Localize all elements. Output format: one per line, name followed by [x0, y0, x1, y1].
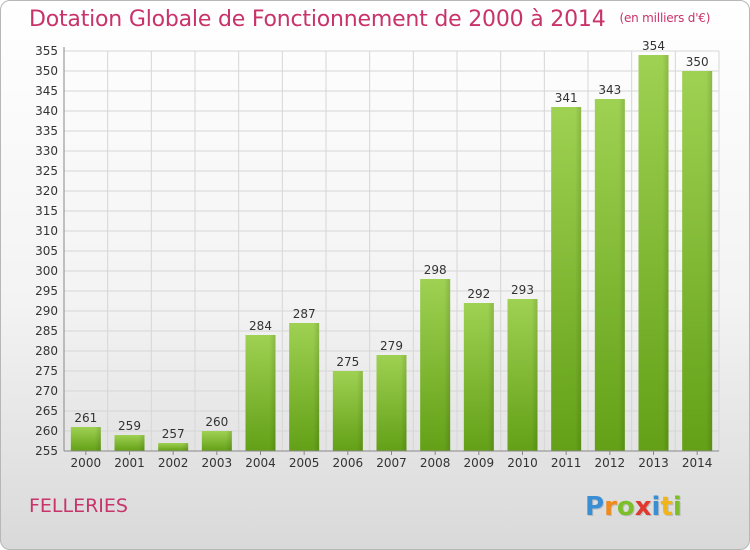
y-tick-label: 285 [35, 324, 58, 338]
x-tick-label: 2011 [551, 456, 582, 470]
chart-title: Dotation Globale de Fonctionnement de 20… [29, 7, 710, 32]
y-tick-label: 315 [35, 204, 58, 218]
y-tick-label: 320 [35, 184, 58, 198]
commune-name: FELLERIES [29, 495, 128, 517]
y-tick-label: 340 [35, 104, 58, 118]
bar-shade [575, 107, 582, 451]
bar-value-label: 261 [74, 411, 97, 425]
x-tick-label: 2013 [638, 456, 669, 470]
logo-letter: P [585, 492, 605, 522]
logo-letter: r [604, 492, 617, 522]
bar-value-label: 257 [162, 427, 185, 441]
bar [114, 435, 145, 451]
bar-shade [269, 335, 276, 451]
bar-shade [313, 323, 320, 451]
x-tick-label: 2005 [289, 456, 320, 470]
y-tick-label: 325 [35, 164, 58, 178]
y-tick-label: 355 [35, 44, 58, 58]
bar [158, 443, 189, 451]
bar-shade [531, 299, 538, 451]
y-tick-label: 255 [35, 444, 58, 458]
x-tick-label: 2000 [71, 456, 102, 470]
bar-shade [138, 435, 145, 451]
bar-value-label: 292 [467, 287, 490, 301]
bar-value-label: 260 [205, 415, 228, 429]
bar-value-label: 279 [380, 339, 403, 353]
bar-shade [356, 371, 363, 451]
y-tick-label: 300 [35, 264, 58, 278]
y-tick-label: 330 [35, 144, 58, 158]
logo-letter: o [616, 492, 635, 522]
bar-value-label: 341 [555, 91, 578, 105]
logo-letter: x [634, 492, 652, 522]
bar-value-label: 259 [118, 419, 141, 433]
y-tick-label: 310 [35, 224, 58, 238]
bar-value-label: 275 [336, 355, 359, 369]
bar-value-label: 343 [598, 83, 621, 97]
bar-shade [400, 355, 407, 451]
y-tick-label: 290 [35, 304, 58, 318]
bar-shade [94, 427, 101, 451]
bar-value-label: 284 [249, 319, 272, 333]
x-tick-label: 2010 [507, 456, 538, 470]
x-tick-label: 2007 [376, 456, 407, 470]
x-tick-label: 2009 [464, 456, 495, 470]
bar-shade [662, 55, 669, 451]
bar-value-label: 293 [511, 283, 534, 297]
bar-shade [182, 443, 189, 451]
bar-value-label: 287 [293, 307, 316, 321]
bar-shade [444, 279, 451, 451]
x-tick-label: 2001 [114, 456, 145, 470]
y-tick-label: 270 [35, 384, 58, 398]
y-tick-label: 350 [35, 64, 58, 78]
y-tick-label: 265 [35, 404, 58, 418]
x-tick-label: 2008 [420, 456, 451, 470]
y-tick-label: 260 [35, 424, 58, 438]
bar-value-label: 298 [424, 263, 447, 277]
bar-shade [706, 71, 713, 451]
y-tick-label: 295 [35, 284, 58, 298]
logo-letter: i [651, 492, 661, 522]
bar [201, 431, 232, 451]
proxiti-logo[interactable]: Proxiti [585, 492, 682, 522]
chart-unit-label: (en milliers d'€) [619, 11, 711, 25]
chart-title-text: Dotation Globale de Fonctionnement de 20… [29, 7, 606, 32]
bar-value-label: 354 [642, 39, 665, 53]
x-tick-label: 2014 [682, 456, 713, 470]
x-tick-label: 2003 [202, 456, 233, 470]
bar-value-label: 350 [686, 55, 709, 69]
logo-letter: i [672, 492, 682, 522]
y-tick-label: 335 [35, 124, 58, 138]
y-tick-label: 345 [35, 84, 58, 98]
x-tick-label: 2004 [245, 456, 276, 470]
bar-shade [225, 431, 232, 451]
bar-shade [618, 99, 625, 451]
y-tick-label: 275 [35, 364, 58, 378]
x-tick-label: 2006 [333, 456, 364, 470]
y-tick-label: 305 [35, 244, 58, 258]
y-tick-label: 280 [35, 344, 58, 358]
x-tick-label: 2012 [595, 456, 626, 470]
bar-shade [487, 303, 494, 451]
x-tick-label: 2002 [158, 456, 189, 470]
logo-letter: t [660, 492, 673, 522]
